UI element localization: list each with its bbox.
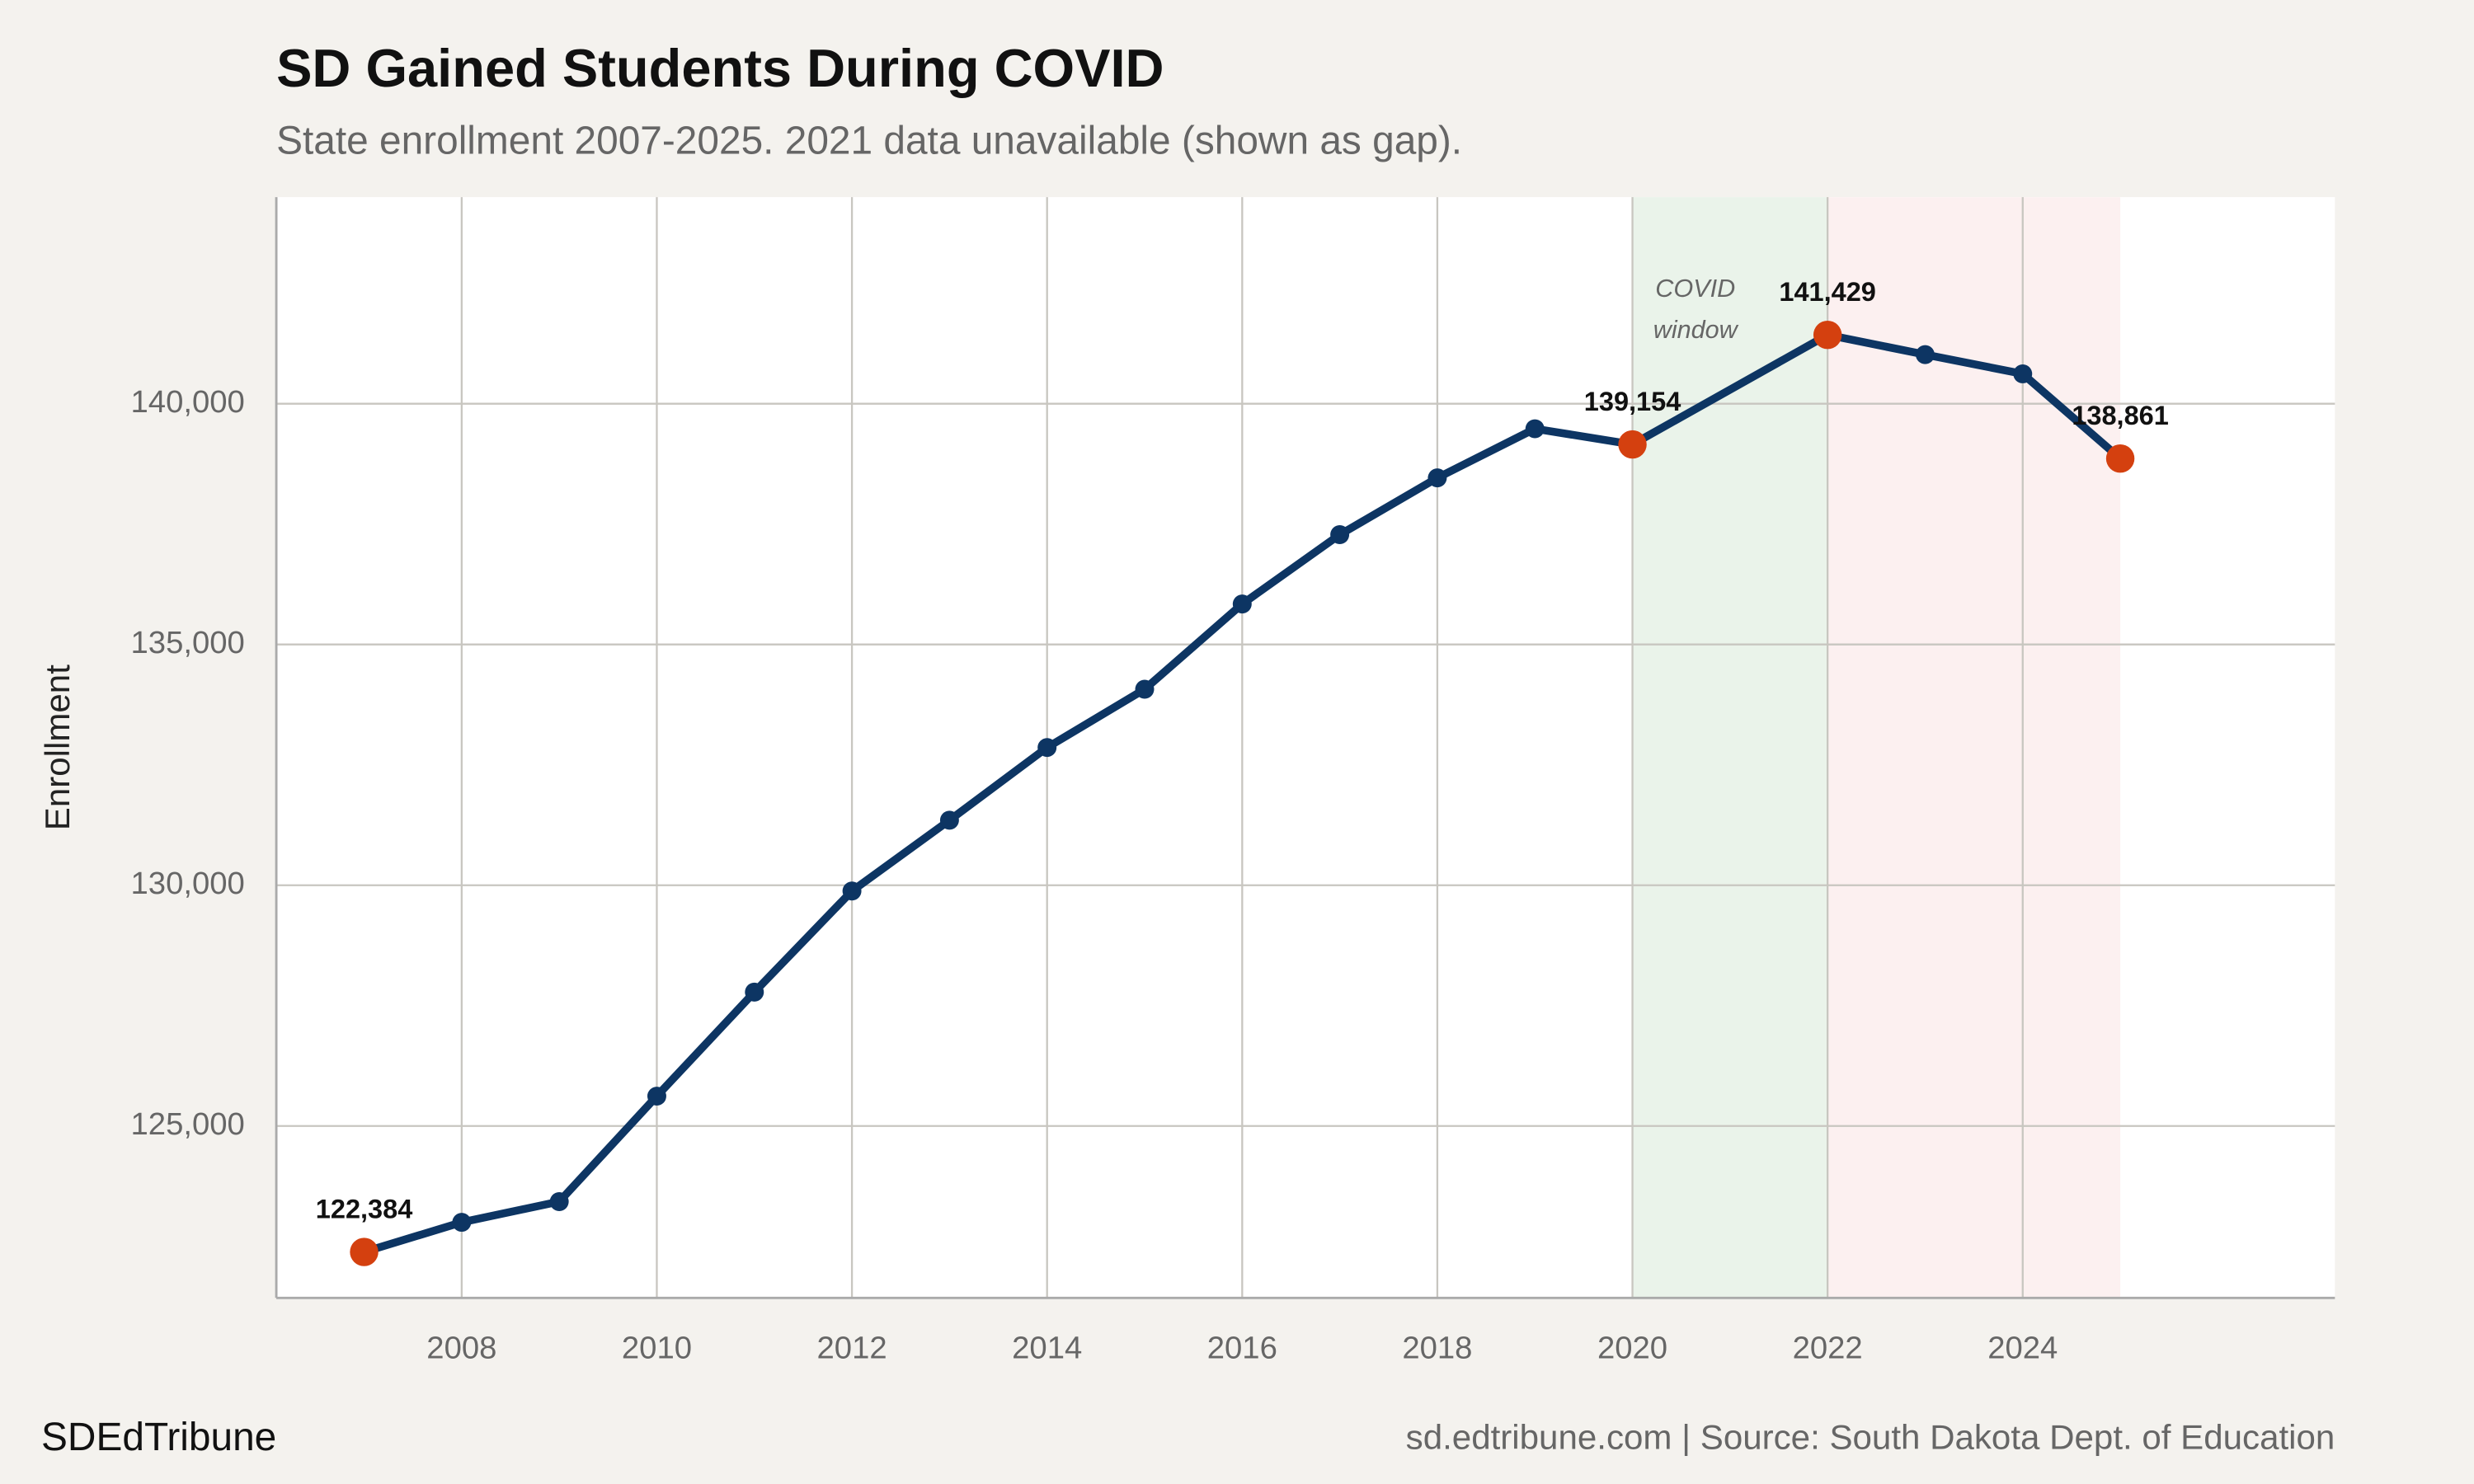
point bbox=[939, 810, 959, 830]
point bbox=[452, 1213, 472, 1233]
y-tick-label: 125,000 bbox=[131, 1106, 245, 1142]
x-tick-label: 2008 bbox=[426, 1331, 496, 1366]
series-line bbox=[363, 331, 2124, 1256]
point bbox=[1135, 679, 1155, 699]
shaded-span bbox=[1632, 197, 1828, 1298]
point bbox=[2013, 364, 2033, 383]
highlight-point bbox=[1813, 320, 1842, 350]
highlight-point bbox=[2105, 444, 2135, 473]
y-tick-label: 140,000 bbox=[131, 384, 245, 420]
annotation: COVID bbox=[1655, 275, 1735, 303]
data-label: 122,384 bbox=[316, 1194, 412, 1223]
x-tick-label: 2020 bbox=[1597, 1331, 1667, 1366]
x-tick-label: 2012 bbox=[817, 1331, 887, 1366]
chart-subtitle: State enrollment 2007-2025. 2021 data un… bbox=[276, 120, 1462, 163]
point bbox=[1037, 738, 1057, 758]
y-tick-label: 135,000 bbox=[131, 625, 245, 660]
chart-title: SD Gained Students During COVID bbox=[276, 38, 1164, 98]
point bbox=[1915, 345, 1935, 364]
point bbox=[745, 982, 764, 1002]
point bbox=[1525, 419, 1545, 439]
data-label: 139,154 bbox=[1584, 387, 1681, 416]
point bbox=[1330, 525, 1350, 545]
x-tick-label: 2014 bbox=[1012, 1331, 1082, 1366]
point bbox=[549, 1191, 569, 1211]
x-tick-label: 2022 bbox=[1793, 1331, 1863, 1366]
point bbox=[1232, 594, 1252, 614]
brand: SDEdTribune bbox=[41, 1416, 276, 1459]
data-label: 141,429 bbox=[1779, 277, 1875, 307]
x-tick-label: 2024 bbox=[1987, 1331, 2058, 1366]
shaded-span bbox=[1827, 197, 2121, 1298]
highlight-point bbox=[1618, 430, 1647, 459]
point bbox=[1427, 468, 1447, 488]
source: sd.edtribune.com | Source: South Dakota … bbox=[1406, 1418, 2335, 1457]
point bbox=[842, 881, 862, 901]
y-tick-label: 130,000 bbox=[131, 866, 245, 901]
highlight-point bbox=[350, 1237, 379, 1266]
x-tick-label: 2016 bbox=[1207, 1331, 1277, 1366]
data-label: 138,861 bbox=[2072, 401, 2168, 430]
point bbox=[647, 1087, 666, 1106]
x-tick-label: 2018 bbox=[1402, 1331, 1472, 1366]
x-tick-label: 2010 bbox=[622, 1331, 692, 1366]
y-axis-label: Enrollment bbox=[38, 665, 77, 830]
annotation: window bbox=[1653, 316, 1739, 344]
plot: 125,000 130,000 135,000 140,000 2008 2010 2012… bbox=[131, 197, 2335, 1366]
